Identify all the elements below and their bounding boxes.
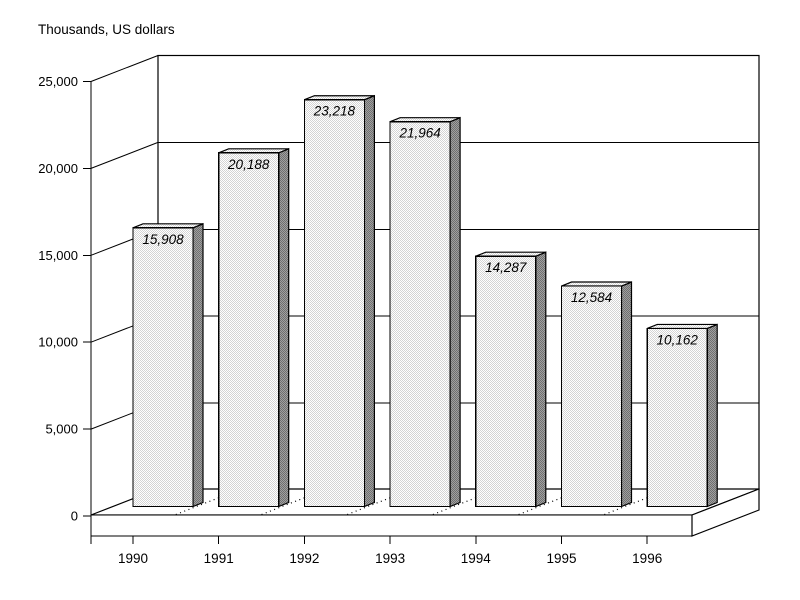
x-tick-label: 1996 (632, 551, 662, 566)
bar-value-label: 12,584 (571, 290, 612, 305)
bar-1992-front (303, 99, 365, 508)
bar-1990-front (132, 227, 194, 508)
bar-1991-front (218, 152, 280, 508)
x-tick-label: 1990 (118, 551, 148, 566)
bar-1993-front (389, 121, 451, 508)
bar-1996-top (646, 323, 718, 330)
bar-1994-front (475, 255, 537, 508)
y-tick-label: 15,000 (38, 248, 78, 263)
x-tick-label: 1992 (289, 551, 319, 566)
floor-front (90, 514, 693, 537)
bar-1992-side (363, 94, 375, 508)
bar-value-label: 15,908 (142, 232, 184, 247)
bar-1991-side (278, 147, 290, 508)
bar-1993-side (449, 116, 461, 508)
bar-value-label: 10,162 (657, 332, 699, 347)
bar-value-label: 14,287 (485, 260, 527, 275)
bar-value-label: 21,964 (398, 126, 440, 141)
x-tick-label: 1991 (204, 551, 234, 566)
y-tick-label: 20,000 (38, 161, 78, 176)
side-wall-gridline (90, 55, 159, 82)
bar-1994-side (535, 251, 547, 508)
floor-side (691, 488, 760, 537)
bar-1995-top (561, 281, 632, 287)
y-tick-label: 10,000 (38, 335, 78, 350)
bar-1990-side (192, 222, 204, 508)
y-tick-label: 0 (71, 509, 78, 524)
bar-1996-side (706, 323, 718, 508)
x-tick-label: 1993 (375, 551, 405, 566)
y-tick-label: 5,000 (45, 422, 78, 437)
chart-title: Thousands, US dollars (38, 22, 175, 37)
bar-value-label: 20,188 (227, 157, 270, 172)
bar-1995-front (560, 285, 623, 508)
y-tick-label: 25,000 (38, 74, 78, 89)
x-tick-label: 1994 (461, 551, 492, 566)
x-tick-label: 1995 (546, 551, 576, 566)
bar-1990-top (132, 223, 204, 229)
bar-1995-side (620, 281, 633, 508)
side-wall-gridline (90, 141, 159, 169)
bar-1996-front (646, 327, 708, 508)
bar-value-label: 23,218 (313, 104, 356, 119)
bar-1991-top (218, 148, 289, 154)
